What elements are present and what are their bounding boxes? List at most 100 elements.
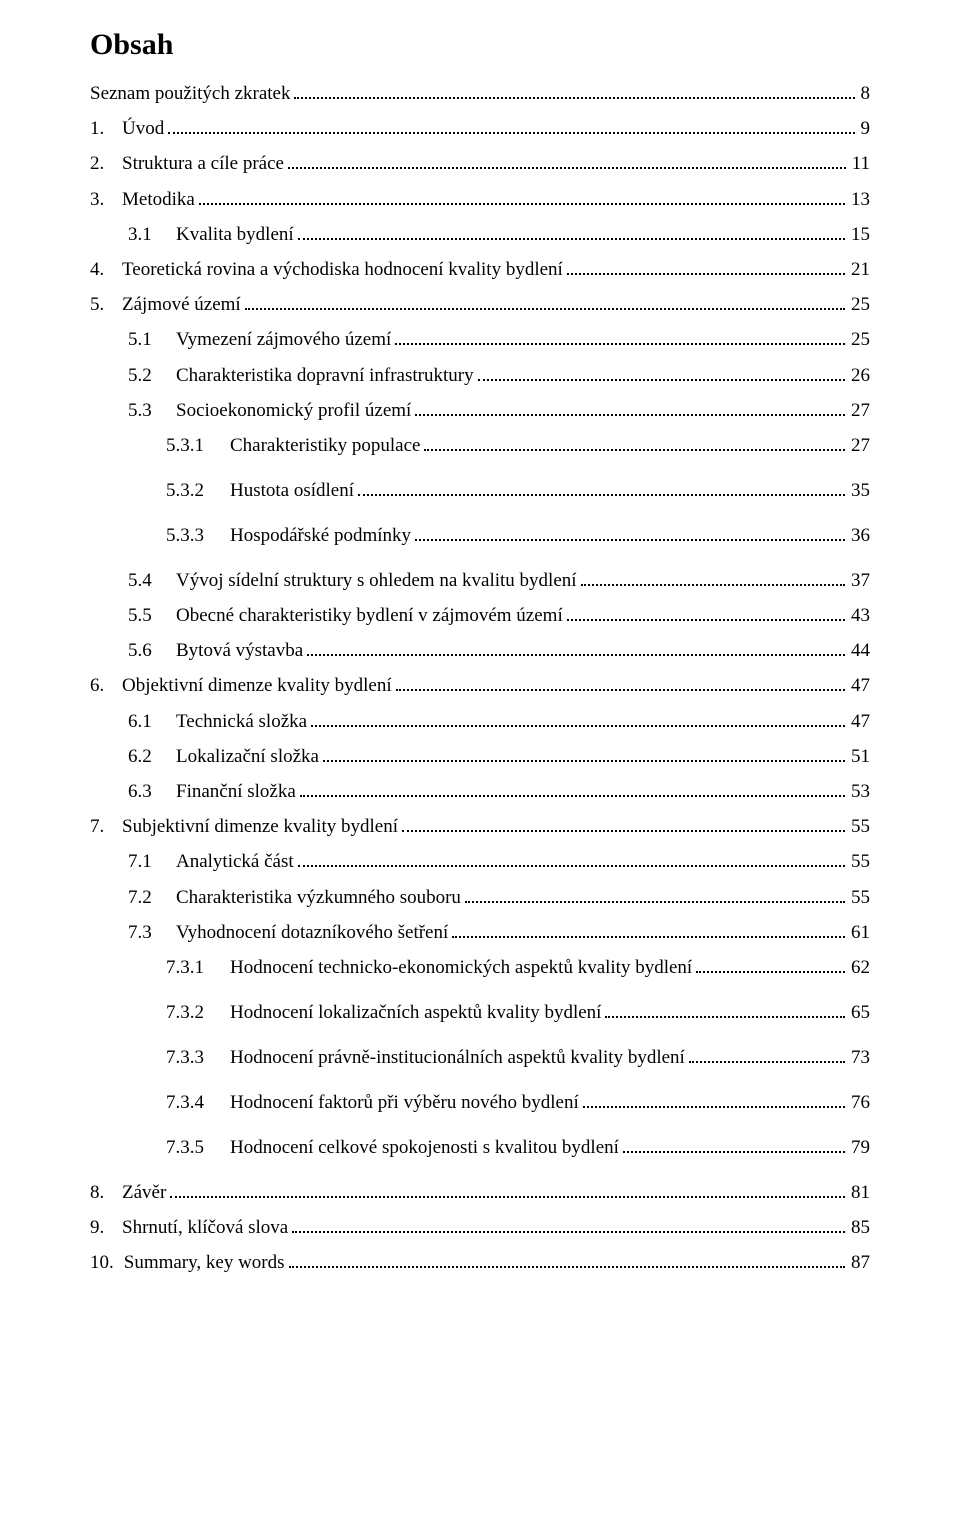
toc-leader-dots (402, 830, 845, 832)
toc-entry-label: Charakteristika výzkumného souboru (176, 888, 461, 907)
toc-entry[interactable]: 6.1Technická složka47 (90, 712, 870, 731)
toc-leader-dots (298, 238, 845, 240)
toc-entry-page: 47 (849, 676, 870, 695)
toc-leader-dots (396, 689, 845, 691)
toc-leader-dots (245, 308, 845, 310)
toc-entry-label: Úvod (122, 119, 164, 138)
toc-leader-dots (311, 725, 845, 727)
toc-entry[interactable]: 9.Shrnutí, klíčová slova85 (90, 1218, 870, 1237)
toc-leader-dots (292, 1231, 845, 1233)
toc-entry[interactable]: Seznam použitých zkratek8 (90, 84, 870, 103)
toc-entry[interactable]: 8.Závěr81 (90, 1183, 870, 1202)
toc-entry[interactable]: 7.3.5Hodnocení celkové spokojenosti s kv… (90, 1138, 870, 1157)
toc-entry-label: Charakteristika dopravní infrastruktury (176, 366, 474, 385)
toc-entry[interactable]: 7.3.1Hodnocení technicko-ekonomických as… (90, 958, 870, 977)
toc-entry-label: Shrnutí, klíčová slova (122, 1218, 288, 1237)
toc-entry[interactable]: 5.Zájmové území25 (90, 295, 870, 314)
toc-entry-number: 2. (90, 154, 122, 173)
toc-entry-number: 3. (90, 190, 122, 209)
toc-entry[interactable]: 6.3Finanční složka53 (90, 782, 870, 801)
toc-entry-page: 53 (849, 782, 870, 801)
toc-entry-number: 5.4 (128, 571, 176, 590)
toc-entry[interactable]: 5.3Socioekonomický profil území27 (90, 401, 870, 420)
toc-entry[interactable]: 5.6Bytová výstavba44 (90, 641, 870, 660)
toc-entry[interactable]: 7.3.4Hodnocení faktorů při výběru nového… (90, 1093, 870, 1112)
toc-entry[interactable]: 5.3.1Charakteristiky populace27 (90, 436, 870, 455)
toc-entry-page: 76 (849, 1093, 870, 1112)
toc-entry[interactable]: 7.3Vyhodnocení dotazníkového šetření61 (90, 923, 870, 942)
toc-leader-dots (294, 97, 854, 99)
toc-entry-page: 36 (849, 526, 870, 545)
toc-entry-label: Charakteristiky populace (230, 436, 420, 455)
toc-entry[interactable]: 7.3.3Hodnocení právně-institucionálních … (90, 1048, 870, 1067)
toc-leader-dots (465, 901, 845, 903)
toc-entry[interactable]: 7.3.2Hodnocení lokalizačních aspektů kva… (90, 1003, 870, 1022)
toc-entry-label: Vývoj sídelní struktury s ohledem na kva… (176, 571, 577, 590)
toc-entry-label: Bytová výstavba (176, 641, 303, 660)
toc-entry-label: Objektivní dimenze kvality bydlení (122, 676, 392, 695)
toc-entry-page: 44 (849, 641, 870, 660)
toc-entry[interactable]: 5.4Vývoj sídelní struktury s ohledem na … (90, 571, 870, 590)
toc-entry-label: Finanční složka (176, 782, 296, 801)
toc-entry-label: Hodnocení celkové spokojenosti s kvalito… (230, 1138, 619, 1157)
toc-leader-dots (415, 414, 845, 416)
toc-entry-page: 27 (849, 436, 870, 455)
toc-entry[interactable]: 7.2Charakteristika výzkumného souboru55 (90, 888, 870, 907)
toc-entry-number: 5.5 (128, 606, 176, 625)
toc-entry-page: 37 (849, 571, 870, 590)
toc-entry-number: 3.1 (128, 225, 176, 244)
toc-entry-page: 35 (849, 481, 870, 500)
toc-entry[interactable]: 3.1Kvalita bydlení15 (90, 225, 870, 244)
toc-entry-number: 7.3.5 (166, 1138, 230, 1157)
toc-leader-dots (168, 132, 854, 134)
toc-entry-page: 43 (849, 606, 870, 625)
toc-entry-page: 26 (849, 366, 870, 385)
toc-entry-label: Teoretická rovina a východiska hodnocení… (122, 260, 563, 279)
toc-entry-number: 7.3.3 (166, 1048, 230, 1067)
toc-entry[interactable]: 3.Metodika 13 (90, 190, 870, 209)
toc-leader-dots (289, 1266, 845, 1268)
toc-entry-number: 7.1 (128, 852, 176, 871)
toc-leader-dots (424, 449, 845, 451)
toc-entry-label: Subjektivní dimenze kvality bydlení (122, 817, 398, 836)
toc-entry[interactable]: 6.Objektivní dimenze kvality bydlení47 (90, 676, 870, 695)
toc-leader-dots (298, 865, 845, 867)
toc-entry-page: 51 (849, 747, 870, 766)
toc-entry-label: Závěr (122, 1183, 166, 1202)
toc-entry[interactable]: 5.5Obecné charakteristiky bydlení v zájm… (90, 606, 870, 625)
toc-entry-number: 6.2 (128, 747, 176, 766)
toc-entry[interactable]: 5.3.3Hospodářské podmínky36 (90, 526, 870, 545)
toc-leader-dots (323, 760, 845, 762)
toc-leader-dots (583, 1106, 845, 1108)
toc-entry-page: 65 (849, 1003, 870, 1022)
toc-entry-label: Hodnocení lokalizačních aspektů kvality … (230, 1003, 601, 1022)
toc-entry[interactable]: 6.2Lokalizační složka51 (90, 747, 870, 766)
toc-entry-label: Hodnocení faktorů při výběru nového bydl… (230, 1093, 579, 1112)
toc-entry[interactable]: 5.1Vymezení zájmového území25 (90, 330, 870, 349)
toc-leader-dots (478, 379, 845, 381)
toc-leader-dots (581, 584, 845, 586)
toc-entry-label: Kvalita bydlení (176, 225, 294, 244)
toc-entry[interactable]: 10.Summary, key words87 (90, 1253, 870, 1272)
toc-entry-number: 7.3.2 (166, 1003, 230, 1022)
toc-entry[interactable]: 4.Teoretická rovina a východiska hodnoce… (90, 260, 870, 279)
toc-entry-number: 5.3 (128, 401, 176, 420)
toc-entry[interactable]: 2.Struktura a cíle práce11 (90, 154, 870, 173)
toc-leader-dots (689, 1061, 845, 1063)
toc-entry-page: 85 (849, 1218, 870, 1237)
toc-entry[interactable]: 5.2Charakteristika dopravní infrastruktu… (90, 366, 870, 385)
toc-entry[interactable]: 1.Úvod9 (90, 119, 870, 138)
toc-entry-number: 7.3 (128, 923, 176, 942)
toc-entry-label: Metodika (122, 190, 195, 209)
toc-entry[interactable]: 5.3.2Hustota osídlení35 (90, 481, 870, 500)
toc-entry-page: 62 (849, 958, 870, 977)
toc-entry[interactable]: 7.Subjektivní dimenze kvality bydlení55 (90, 817, 870, 836)
toc-leader-dots (567, 273, 845, 275)
toc-leader-dots (395, 343, 845, 345)
toc-entry-page: 13 (849, 190, 870, 209)
toc-entry[interactable]: 7.1Analytická část55 (90, 852, 870, 871)
toc-leader-dots (696, 971, 845, 973)
toc-entry-label: Obecné charakteristiky bydlení v zájmové… (176, 606, 563, 625)
toc-entry-page: 79 (849, 1138, 870, 1157)
toc-leader-dots (452, 936, 845, 938)
